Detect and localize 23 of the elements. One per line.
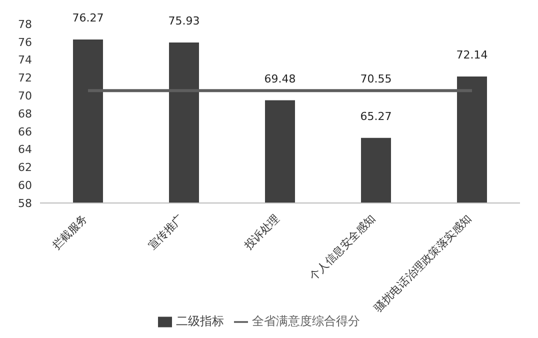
legend-label: 全省满意度综合得分 [252,314,360,328]
data-label: 72.14 [456,48,488,62]
y-tick-label: 74 [18,54,32,67]
x-tick-label: 拦截服务 [50,212,90,252]
y-tick-label: 60 [18,179,32,192]
data-label: 75.93 [168,14,200,28]
y-tick-label: 64 [18,143,32,156]
y-tick-label: 72 [18,72,32,85]
y-tick-label: 70 [18,90,32,103]
y-tick-label: 66 [18,125,32,138]
data-label: 76.27 [72,11,104,24]
data-label: 70.55 [360,72,392,86]
y-tick-label: 78 [18,18,32,31]
x-tick-label: 投诉处理 [241,212,282,253]
y-tick-label: 58 [18,196,32,210]
x-tick-label: 个人信息安全感知 [306,212,378,284]
y-tick-label: 62 [18,161,32,174]
data-label: 65.27 [360,110,392,123]
data-label: 69.48 [264,72,296,86]
x-tick-label: 宣传推广 [146,212,186,252]
y-tick-label: 76 [18,36,32,49]
y-tick-label: 68 [18,107,32,120]
legend-label: 二级指标 [176,314,224,328]
